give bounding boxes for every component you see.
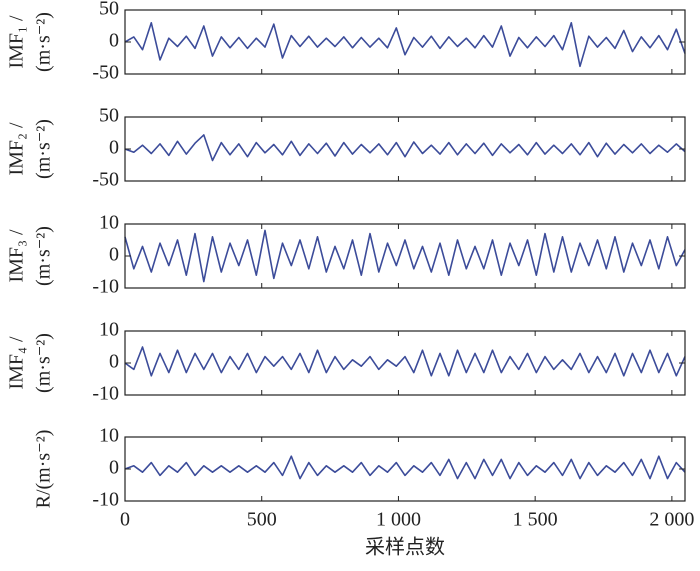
y-axis-label: IMF₃ /: [6, 229, 28, 283]
y-axis-label: (m·s⁻²): [33, 333, 55, 393]
y-axis-label: (m·s⁻²): [33, 226, 55, 286]
y-tick-label: 0: [109, 30, 119, 52]
signal-line: [124, 455, 686, 480]
x-tick-label: 500: [247, 509, 277, 531]
y-tick-label: 0: [109, 137, 119, 159]
signal-line: [124, 346, 686, 377]
x-axis-label: 采样点数: [365, 536, 445, 559]
x-tick-label: 2 000: [649, 509, 694, 531]
y-axis-label: IMF₁ /: [6, 15, 28, 69]
y-tick-label: 10: [99, 425, 119, 447]
y-tick-label: -10: [92, 276, 119, 298]
y-tick-label: -10: [92, 489, 119, 511]
signal-line: [124, 229, 686, 283]
y-axis-label: IMF₄ /: [6, 336, 28, 390]
y-tick-label: 10: [99, 212, 119, 234]
signal-line: [124, 134, 686, 162]
y-tick-label: -50: [92, 169, 119, 191]
y-tick-label: -10: [92, 383, 119, 405]
x-tick-label: 0: [120, 509, 130, 531]
y-axis-label: R/(m·s⁻²): [33, 430, 55, 509]
y-tick-label: -50: [92, 62, 119, 84]
y-tick-label: 0: [109, 457, 119, 479]
signal-line: [124, 22, 686, 68]
y-axis-label: (m·s⁻²): [33, 12, 55, 72]
y-tick-label: 50: [99, 0, 119, 20]
y-axis-label: (m·s⁻²): [33, 119, 55, 179]
y-tick-label: 50: [99, 105, 119, 127]
y-tick-label: 10: [99, 319, 119, 341]
y-tick-label: 0: [109, 244, 119, 266]
y-axis-label: IMF₂ /: [6, 122, 28, 176]
y-tick-label: 0: [109, 351, 119, 373]
x-tick-label: 1 500: [513, 509, 558, 531]
x-tick-label: 1 000: [376, 509, 421, 531]
